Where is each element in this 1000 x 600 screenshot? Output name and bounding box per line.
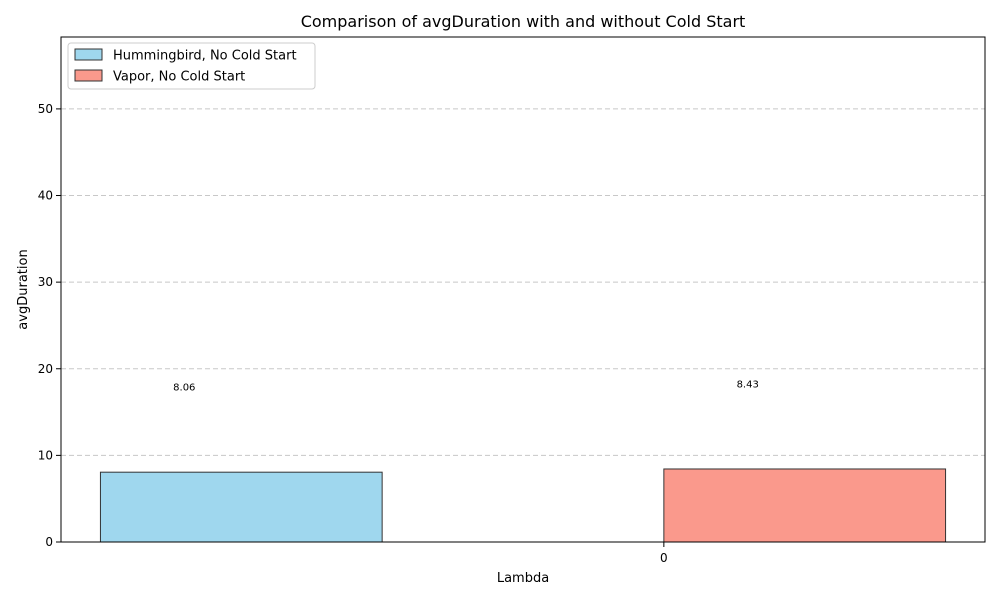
legend-label-vapor: Vapor, No Cold Start — [113, 70, 245, 85]
grid-lines — [61, 108, 985, 456]
y-tick-label: 10 — [38, 448, 53, 462]
legend-swatch-vapor — [74, 69, 103, 82]
y-tick-label: 0 — [45, 535, 53, 549]
legend-swatch-hummingbird — [74, 48, 103, 61]
y-tick-label: 20 — [38, 362, 53, 376]
bar-vapor — [663, 468, 947, 543]
legend: Hummingbird, No Cold Start Vapor, No Col… — [67, 42, 316, 90]
chart-title: Comparison of avgDuration with and witho… — [301, 12, 746, 31]
y-tick-label: 40 — [38, 189, 53, 203]
y-tick-label: 50 — [38, 102, 53, 116]
y-axis-label: avgDuration — [16, 249, 31, 329]
data-label-hummingbird: 8.06 — [173, 383, 195, 394]
x-tick-label: 0 — [660, 551, 668, 565]
legend-label-hummingbird: Hummingbird, No Cold Start — [113, 49, 297, 64]
legend-box — [67, 42, 316, 90]
y-tick-label: 30 — [38, 275, 53, 289]
y-axis-ticks: 0 10 20 30 40 50 — [38, 102, 61, 549]
data-labels: 8.06 8.43 — [173, 379, 759, 393]
bar-hummingbird — [99, 471, 383, 543]
data-label-vapor: 8.43 — [737, 379, 759, 390]
x-axis-label: Lambda — [497, 571, 549, 586]
x-axis-ticks: 0 — [660, 542, 668, 565]
bars — [99, 468, 947, 543]
plot-frame — [60, 36, 986, 543]
